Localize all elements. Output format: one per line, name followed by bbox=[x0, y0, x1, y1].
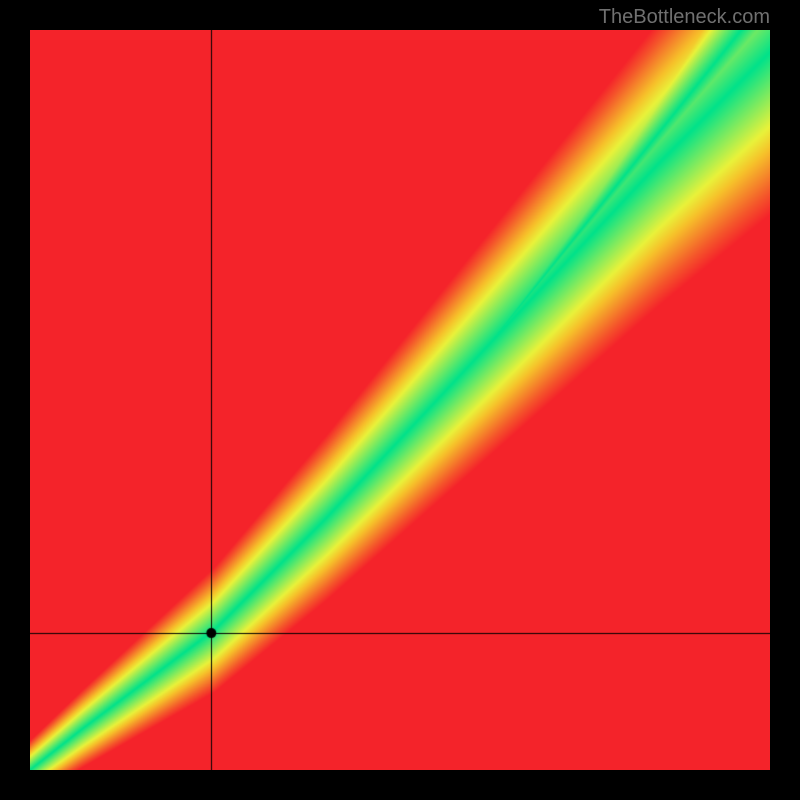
watermark-text: TheBottleneck.com bbox=[599, 6, 770, 29]
heatmap-canvas bbox=[30, 30, 770, 770]
heatmap-plot bbox=[30, 30, 770, 770]
